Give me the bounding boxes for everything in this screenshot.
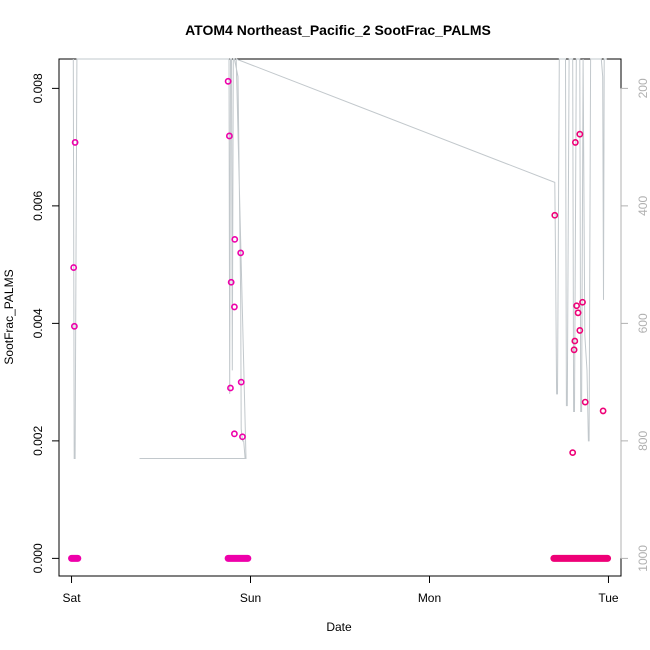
right-axis: 200 400 600 800 1000 <box>620 78 650 572</box>
data-point <box>551 211 559 219</box>
right-tick-label: 200 <box>636 78 650 98</box>
data-point <box>227 278 235 286</box>
data-point <box>571 337 579 345</box>
x-axis-label: Date <box>326 620 352 634</box>
data-point <box>231 303 238 311</box>
data-points-layer <box>70 77 607 457</box>
data-point <box>570 346 578 354</box>
data-point <box>237 249 245 257</box>
right-tick-label: 400 <box>636 196 650 216</box>
right-tick-label: 800 <box>636 431 650 451</box>
right-tick-label: 1000 <box>636 545 650 572</box>
data-point <box>569 449 577 457</box>
y-tick-label: 0.002 <box>31 426 45 456</box>
data-point <box>224 77 232 85</box>
data-point <box>227 384 234 392</box>
data-point <box>70 264 78 271</box>
data-point <box>581 398 589 406</box>
x-axis: Sat Sun Mon Tue <box>63 575 619 605</box>
y-tick-label: 0.008 <box>31 73 45 103</box>
x-tick-label: Sat <box>63 591 82 605</box>
x-tick-label: Sun <box>240 591 261 605</box>
data-point <box>576 130 584 138</box>
data-point <box>579 298 586 306</box>
data-point <box>574 309 582 317</box>
data-point <box>231 430 238 438</box>
y-axis-label: SootFrac_PALMS <box>2 269 16 364</box>
data-point <box>571 139 579 146</box>
right-tick-label: 600 <box>636 313 650 333</box>
y-tick-label: 0.000 <box>31 543 45 573</box>
y-axis: 0.000 0.002 0.004 0.006 0.008 <box>31 73 60 573</box>
data-point <box>237 378 245 386</box>
y-tick-label: 0.004 <box>31 308 45 338</box>
x-tick-label: Tue <box>598 591 619 605</box>
plot-frame <box>58 58 622 577</box>
data-point <box>225 132 233 140</box>
data-point <box>71 139 79 146</box>
data-point <box>239 433 246 441</box>
x-tick-label: Mon <box>418 591 441 605</box>
y-tick-label: 0.006 <box>31 191 45 221</box>
chart-title: ATOM4 Northeast_Pacific_2 SootFrac_PALMS <box>185 22 491 38</box>
data-point <box>573 302 581 310</box>
data-point <box>70 322 78 330</box>
altitude-line <box>72 58 607 459</box>
data-point <box>576 327 584 334</box>
altitude-layer <box>72 58 607 459</box>
data-point <box>599 407 607 415</box>
data-point <box>231 235 239 243</box>
